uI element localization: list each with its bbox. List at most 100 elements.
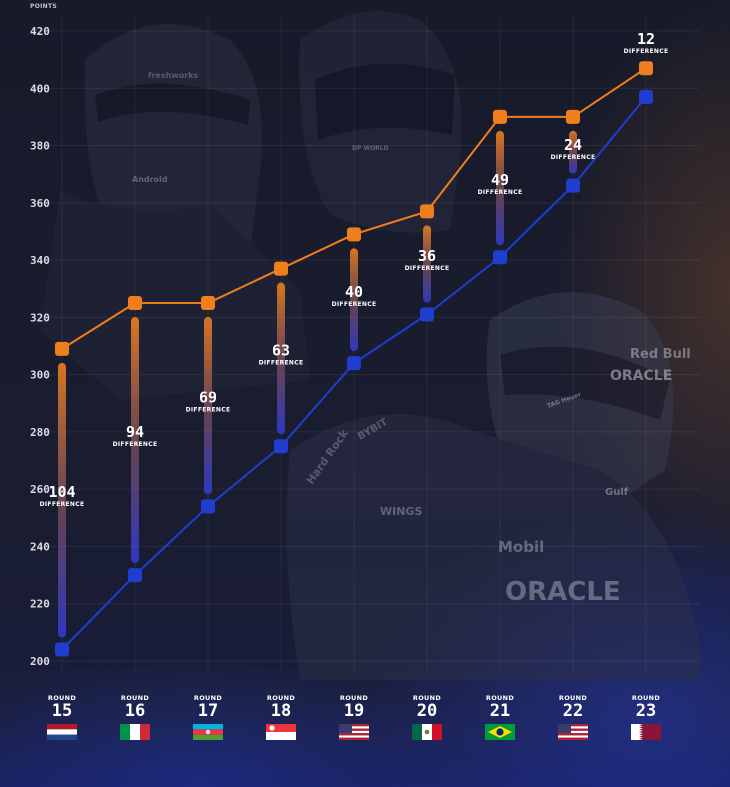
- difference-value: 94: [126, 423, 144, 441]
- difference-label: DIFFERENCE: [624, 48, 669, 55]
- difference-value: 69: [199, 389, 217, 407]
- series-marker-orange: [493, 109, 507, 124]
- round-number: 19: [344, 701, 364, 721]
- series-marker-orange: [274, 261, 288, 276]
- sponsor-text-dp-world: DP WORLD: [352, 145, 389, 152]
- difference-value: 40: [345, 283, 363, 301]
- round-number: 20: [417, 701, 437, 721]
- series-marker-blue: [201, 499, 215, 514]
- y-tick-labels: 200 220 240 260 280 300 320 340 360 380 400 420: [30, 25, 50, 668]
- round-label: ROUND: [632, 694, 660, 702]
- round-number: 21: [490, 701, 510, 721]
- y-tick-label: 260: [30, 483, 50, 496]
- body-left-silhouette: [40, 190, 310, 400]
- flag-usa-icon: [558, 724, 588, 740]
- series-marker-orange: [347, 227, 361, 242]
- difference-label: DIFFERENCE: [186, 407, 231, 414]
- difference-value: 24: [564, 136, 582, 154]
- round-label: ROUND: [559, 694, 587, 702]
- difference-value: 63: [272, 341, 290, 359]
- round-label: ROUND: [48, 694, 76, 702]
- series-marker-orange: [128, 296, 142, 311]
- series-marker-orange: [201, 296, 215, 311]
- difference-bar: [569, 130, 577, 174]
- difference-value: 36: [418, 247, 436, 265]
- difference-label: DIFFERENCE: [405, 265, 450, 272]
- grid-layer: [30, 15, 700, 672]
- y-tick-label: 240: [30, 540, 50, 553]
- sponsor-text-android: Android: [132, 175, 168, 184]
- round-label: ROUND: [267, 694, 295, 702]
- difference-labels: 104DIFFERENCE94DIFFERENCE69DIFFERENCE63D…: [40, 30, 669, 508]
- round-number: 17: [198, 701, 218, 721]
- flag-netherlands-icon: [47, 724, 77, 740]
- sponsor-text-oracle-body: ORACLE: [505, 577, 621, 607]
- round-number: 18: [271, 701, 291, 721]
- round-label: ROUND: [194, 694, 222, 702]
- series-marker-blue: [566, 178, 580, 193]
- y-tick-label: 280: [30, 426, 50, 439]
- round-label: ROUND: [121, 694, 149, 702]
- sponsor-text-gulf: Gulf: [605, 487, 629, 498]
- series-marker-blue: [274, 439, 288, 454]
- sponsor-text-mobil: Mobil: [498, 538, 544, 556]
- difference-value: 104: [48, 483, 75, 501]
- flag-italy-icon: [120, 724, 150, 740]
- round-label: ROUND: [413, 694, 441, 702]
- difference-bar: [277, 282, 285, 435]
- flag-brazil-icon: [485, 724, 515, 740]
- series-marker-orange: [566, 109, 580, 124]
- round-label: ROUND: [486, 694, 514, 702]
- country-flags: [47, 724, 661, 740]
- series-marker-orange: [639, 61, 653, 76]
- sponsor-text-wings: WINGS: [380, 505, 422, 518]
- y-axis-title: POINTS: [30, 3, 57, 10]
- y-tick-label: 220: [30, 598, 50, 611]
- series-marker-orange: [420, 204, 434, 219]
- sponsor-text-freshworks: freshworks: [148, 71, 198, 80]
- series-marker-blue: [347, 356, 361, 371]
- flag-azerbaijan-icon: [193, 724, 223, 740]
- difference-bar: [58, 362, 66, 638]
- series-marker-blue: [55, 642, 69, 657]
- series-marker-blue: [420, 307, 434, 322]
- flag-qatar-icon: [631, 724, 661, 740]
- flag-usa-icon: [339, 724, 369, 740]
- difference-label: DIFFERENCE: [551, 154, 596, 161]
- round-number: 15: [52, 701, 72, 721]
- series-marker-blue: [493, 250, 507, 265]
- y-tick-label: 200: [30, 655, 50, 668]
- y-tick-label: 340: [30, 254, 50, 267]
- round-labels: ROUND15ROUND16ROUND17ROUND18ROUND19ROUND…: [48, 694, 660, 721]
- sponsor-text-red-bull: Red Bull: [630, 347, 691, 362]
- difference-bar: [131, 317, 139, 564]
- difference-label: DIFFERENCE: [40, 501, 85, 508]
- y-tick-label: 380: [30, 140, 50, 153]
- difference-bar: [496, 130, 504, 246]
- sponsor-text-oracle-helmet: ORACLE: [610, 368, 672, 384]
- difference-label: DIFFERENCE: [113, 441, 158, 448]
- y-tick-label: 300: [30, 369, 50, 382]
- y-tick-label: 420: [30, 25, 50, 38]
- difference-bars: [58, 130, 577, 638]
- series-marker-blue: [639, 89, 653, 104]
- y-tick-label: 360: [30, 197, 50, 210]
- difference-label: DIFFERENCE: [259, 359, 304, 366]
- flag-singapore-icon: [266, 724, 296, 740]
- difference-bar: [423, 225, 431, 303]
- difference-bar: [204, 317, 212, 495]
- y-tick-label: 320: [30, 311, 50, 324]
- flag-mexico-icon: [412, 724, 442, 740]
- difference-label: DIFFERENCE: [332, 301, 377, 308]
- series-marker-orange: [55, 341, 69, 356]
- helmet-left-silhouette: [84, 24, 262, 267]
- difference-bar: [350, 248, 358, 352]
- body-right-silhouette: [286, 414, 700, 680]
- round-label: ROUND: [340, 694, 368, 702]
- difference-value: 12: [637, 30, 655, 48]
- round-number: 22: [563, 701, 583, 721]
- difference-value: 49: [491, 171, 509, 189]
